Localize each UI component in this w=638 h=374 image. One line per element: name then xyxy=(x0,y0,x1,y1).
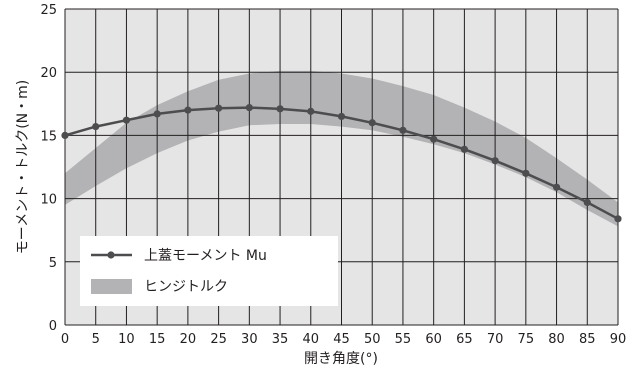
y-axis-title: モーメント・トルク(N・m) xyxy=(15,80,31,254)
moment-point xyxy=(184,106,192,114)
y-tick-label: 20 xyxy=(40,66,57,81)
moment-point xyxy=(215,104,223,112)
x-tick-label: 70 xyxy=(487,332,504,347)
legend: 上蓋モーメント Mu ヒンジトルク xyxy=(80,236,338,306)
x-tick-label: 30 xyxy=(241,332,258,347)
x-tick-label: 45 xyxy=(333,332,350,347)
x-tick-label: 50 xyxy=(364,332,381,347)
x-tick-label: 5 xyxy=(92,332,100,347)
moment-point xyxy=(491,157,499,165)
y-tick-label: 15 xyxy=(40,129,57,144)
moment-point xyxy=(368,119,376,127)
y-tick-label: 5 xyxy=(49,256,57,271)
x-tick-label: 20 xyxy=(180,332,197,347)
x-axis-title: 開き角度(°) xyxy=(304,351,378,367)
x-tick-label: 75 xyxy=(518,332,535,347)
x-tick-label: 35 xyxy=(272,332,289,347)
moment-point xyxy=(245,103,253,112)
legend-label-torque: ヒンジトルク xyxy=(144,279,228,295)
moment-point xyxy=(276,105,284,113)
x-tick-label: 90 xyxy=(610,332,627,347)
moment-point xyxy=(583,198,591,206)
legend-band-swatch xyxy=(91,279,132,294)
moment-point xyxy=(552,183,561,191)
moment-point xyxy=(399,126,407,134)
x-tick-label: 0 xyxy=(61,332,69,347)
x-tick-label: 40 xyxy=(303,332,320,347)
x-tick-label: 85 xyxy=(579,332,596,347)
x-tick-label: 65 xyxy=(456,332,473,347)
x-tick-label: 25 xyxy=(210,332,227,347)
x-tick-label: 60 xyxy=(425,332,442,347)
moment-point xyxy=(307,107,315,115)
moment-point xyxy=(522,169,530,177)
moment-point xyxy=(153,110,161,118)
moment-point xyxy=(61,131,69,139)
x-tick-label: 10 xyxy=(118,332,135,347)
y-tick-label: 10 xyxy=(40,193,57,208)
x-tick-label: 15 xyxy=(149,332,166,347)
legend-marker xyxy=(107,251,115,259)
y-tick-label: 25 xyxy=(40,3,57,18)
moment-point xyxy=(92,122,100,131)
x-tick-label: 55 xyxy=(395,332,412,347)
legend-box xyxy=(80,236,338,306)
legend-label-moment: 上蓋モーメント Mu xyxy=(144,248,267,264)
moment-point xyxy=(614,215,622,223)
tick-label-layer: 0 5 10 15 20 25 30 35 40 45 50 55 60 65 70 75 80 85 90 0 5 10… xyxy=(40,3,626,347)
moment-point xyxy=(337,112,346,121)
x-tick-label: 80 xyxy=(548,332,565,347)
y-tick-label: 0 xyxy=(49,319,57,334)
moment-point xyxy=(460,145,468,153)
moment-point xyxy=(430,135,438,143)
moment-line-layer xyxy=(61,103,622,223)
moment-point xyxy=(122,116,131,124)
